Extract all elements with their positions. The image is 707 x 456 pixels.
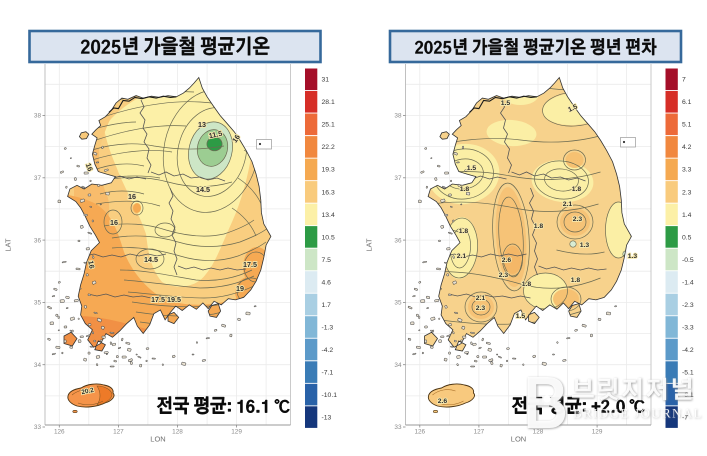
svg-text:16: 16 — [128, 192, 136, 201]
svg-text:3.3: 3.3 — [682, 167, 692, 174]
svg-text:-4.2: -4.2 — [322, 347, 334, 354]
svg-text:1.8: 1.8 — [522, 281, 532, 288]
svg-text:37: 37 — [34, 175, 42, 182]
svg-text:1.8: 1.8 — [534, 223, 544, 230]
svg-text:36: 36 — [34, 237, 42, 244]
svg-text:7.5: 7.5 — [322, 257, 332, 264]
svg-text:14.5: 14.5 — [196, 185, 210, 194]
svg-text:0.5: 0.5 — [682, 234, 692, 241]
svg-text:-10.1: -10.1 — [322, 392, 338, 399]
svg-text:13.4: 13.4 — [322, 212, 335, 219]
svg-text:14.5: 14.5 — [144, 255, 158, 264]
svg-text:1.5: 1.5 — [501, 100, 511, 107]
svg-text:35: 35 — [394, 300, 402, 307]
svg-text:19.5: 19.5 — [167, 295, 181, 304]
svg-text:129: 129 — [592, 429, 603, 436]
svg-text:7: 7 — [682, 77, 686, 84]
svg-text:38: 38 — [394, 113, 402, 120]
svg-text:2.1: 2.1 — [563, 201, 573, 208]
svg-text:-1.4: -1.4 — [682, 279, 694, 286]
svg-text:17.5: 17.5 — [151, 295, 165, 304]
svg-text:4.6: 4.6 — [322, 279, 332, 286]
svg-text:19: 19 — [236, 284, 244, 293]
svg-text:4.2: 4.2 — [682, 144, 692, 151]
svg-text:17.5: 17.5 — [243, 260, 257, 269]
svg-text:6.1: 6.1 — [682, 99, 692, 106]
svg-text:128: 128 — [533, 429, 544, 436]
svg-text:2.1: 2.1 — [476, 295, 486, 302]
svg-text:127: 127 — [474, 429, 485, 436]
svg-text:1.4: 1.4 — [682, 212, 692, 219]
svg-text:2.3: 2.3 — [476, 305, 486, 312]
svg-text:LAT: LAT — [4, 238, 13, 252]
svg-text:-3.3: -3.3 — [682, 324, 694, 331]
svg-text:28.1: 28.1 — [322, 99, 335, 106]
svg-text:10.5: 10.5 — [322, 234, 335, 241]
svg-text:13: 13 — [198, 120, 206, 129]
svg-text:22.2: 22.2 — [322, 144, 335, 151]
svg-text:1.7: 1.7 — [322, 302, 332, 309]
svg-text:38: 38 — [34, 113, 42, 120]
svg-text:33: 33 — [394, 424, 402, 431]
svg-text:1.8: 1.8 — [572, 186, 582, 193]
svg-text:19.3: 19.3 — [322, 167, 335, 174]
svg-text:35: 35 — [34, 300, 42, 307]
svg-text:-7.1: -7.1 — [322, 369, 334, 376]
svg-text:126: 126 — [414, 429, 425, 436]
svg-text:1.3: 1.3 — [580, 242, 590, 249]
svg-text:31: 31 — [322, 77, 330, 84]
svg-text:34: 34 — [34, 362, 42, 369]
svg-text:1.5: 1.5 — [516, 313, 526, 320]
svg-text:-1.3: -1.3 — [322, 324, 334, 331]
svg-text:-5.1: -5.1 — [682, 369, 694, 376]
svg-text:2.3: 2.3 — [682, 189, 692, 196]
svg-text:1.8: 1.8 — [459, 228, 469, 235]
svg-text:1.3: 1.3 — [628, 253, 638, 260]
svg-text:5.1: 5.1 — [682, 122, 692, 129]
svg-text:1.8: 1.8 — [571, 277, 581, 284]
svg-text:2.1: 2.1 — [457, 253, 467, 260]
svg-text:LAT: LAT — [365, 238, 374, 252]
svg-text:25.1: 25.1 — [322, 122, 335, 129]
svg-text:LON: LON — [150, 435, 165, 444]
svg-text:2.3: 2.3 — [499, 272, 509, 279]
svg-text:1.8: 1.8 — [460, 186, 470, 193]
svg-text:16: 16 — [110, 218, 118, 227]
svg-text:1.5: 1.5 — [467, 165, 477, 172]
svg-text:2.6: 2.6 — [438, 398, 448, 405]
svg-text:-2.3: -2.3 — [682, 302, 694, 309]
svg-text:-4.2: -4.2 — [682, 347, 694, 354]
svg-text:36: 36 — [394, 237, 402, 244]
svg-text:2.3: 2.3 — [573, 216, 583, 223]
svg-text:16.3: 16.3 — [322, 189, 335, 196]
svg-text:37: 37 — [394, 175, 402, 182]
svg-text:LON: LON — [511, 435, 526, 444]
svg-text:126: 126 — [54, 429, 65, 436]
svg-text:128: 128 — [172, 429, 183, 436]
svg-text:127: 127 — [113, 429, 124, 436]
svg-text:16: 16 — [86, 260, 96, 269]
svg-text:-0.5: -0.5 — [682, 257, 694, 264]
svg-text:33: 33 — [34, 424, 42, 431]
svg-text:34: 34 — [394, 362, 402, 369]
svg-text:129: 129 — [231, 429, 242, 436]
svg-text:-13: -13 — [322, 415, 332, 422]
svg-text:2.6: 2.6 — [502, 257, 512, 264]
